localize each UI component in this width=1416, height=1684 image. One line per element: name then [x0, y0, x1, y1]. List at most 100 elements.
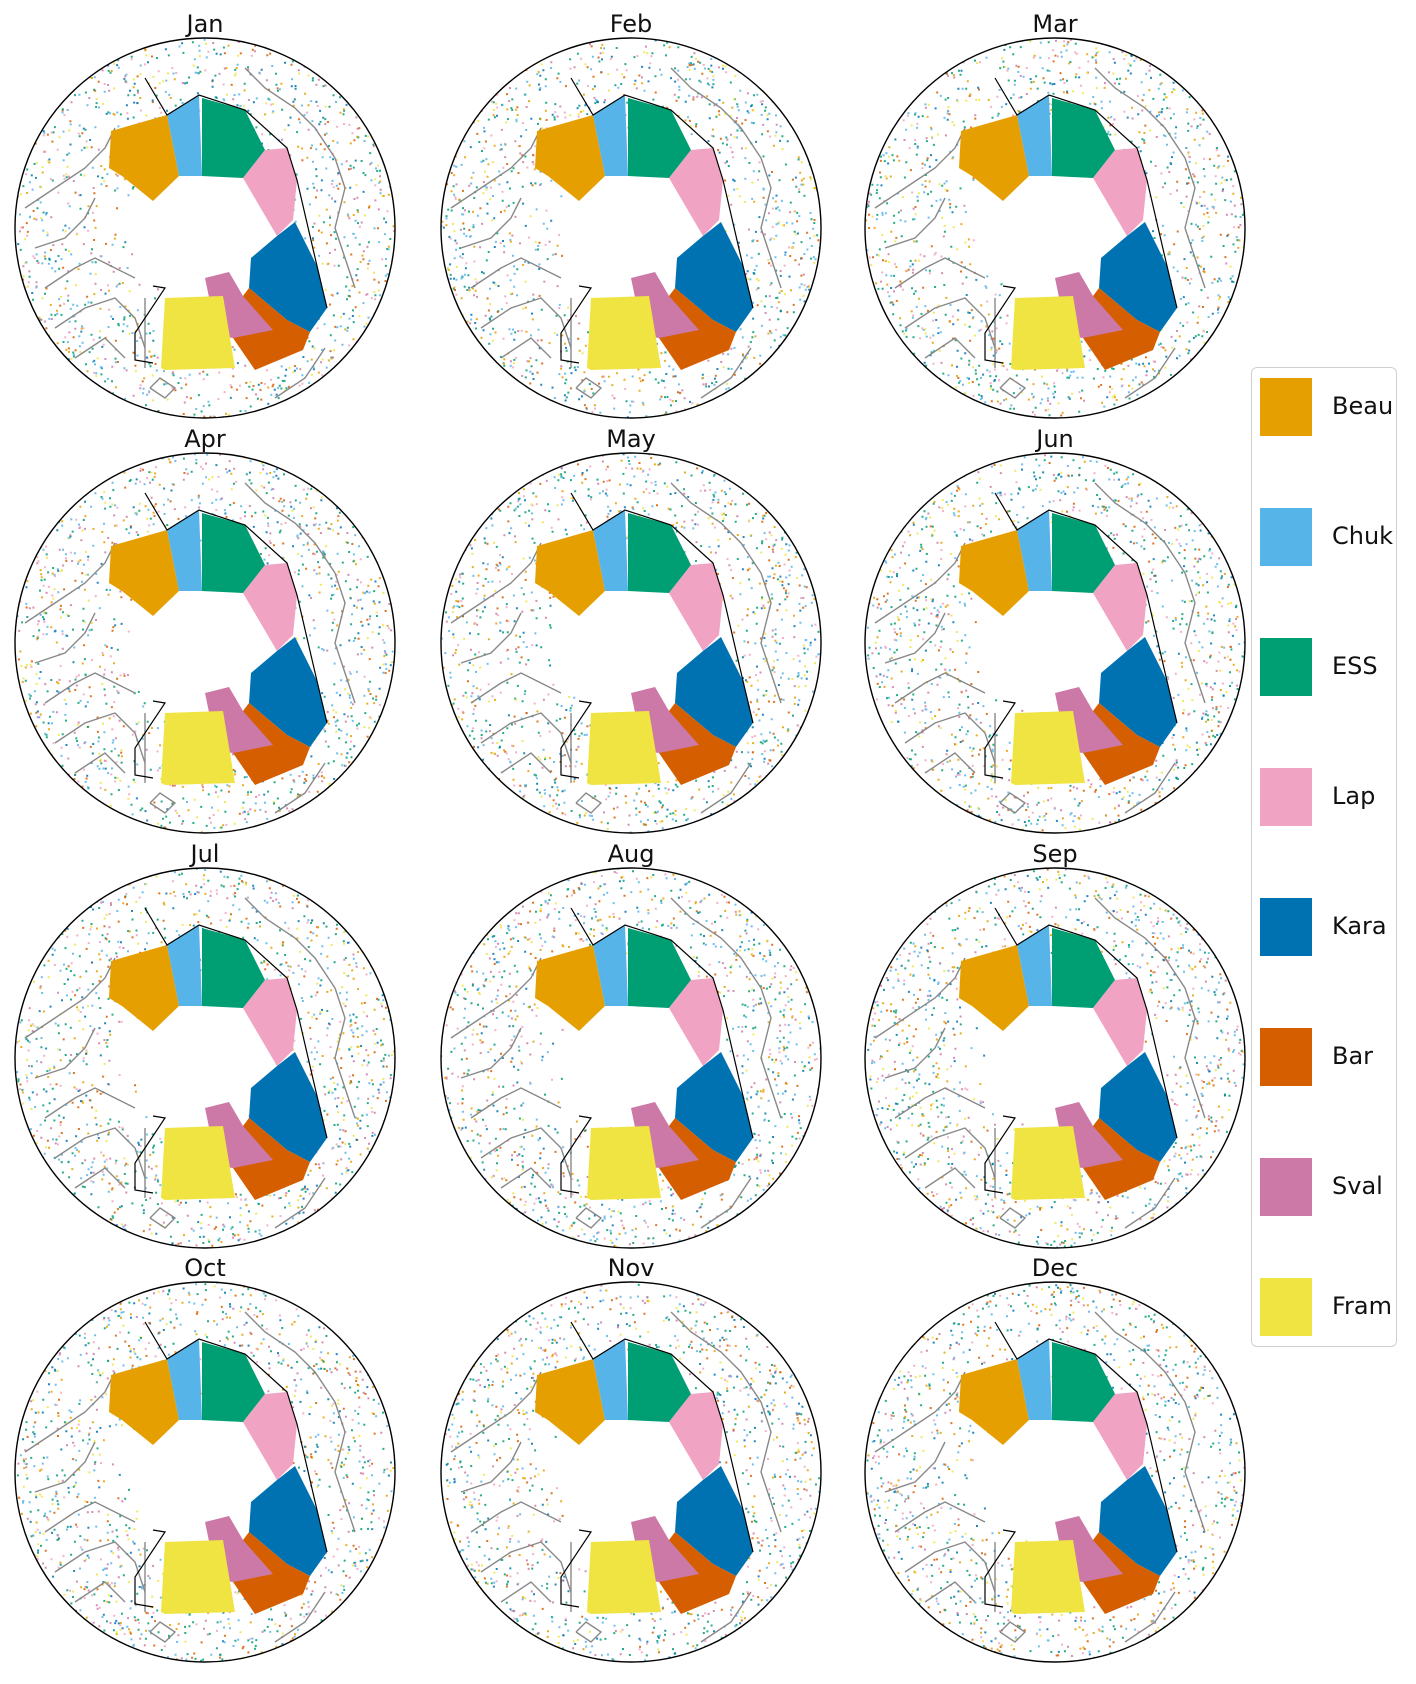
region-ess	[202, 1342, 265, 1422]
panel-title: Apr	[184, 425, 226, 453]
region-lap	[1093, 563, 1147, 651]
region-lap	[1093, 148, 1147, 236]
region-ess	[628, 98, 691, 178]
map-frame	[440, 867, 822, 1249]
legend-label-sval: Sval	[1332, 1172, 1383, 1200]
region-beau	[959, 115, 1029, 201]
map-content	[865, 1282, 1245, 1662]
region-kara	[675, 637, 753, 747]
region-boundaries	[144, 907, 328, 1139]
greenland-outline	[134, 700, 167, 779]
map-panel-jul: Jul	[14, 840, 396, 1249]
map-frame	[14, 1281, 396, 1663]
region-beau	[959, 1359, 1029, 1445]
region-polygons	[535, 1339, 753, 1614]
map-content	[15, 868, 395, 1248]
region-lap	[669, 978, 723, 1066]
map-frame	[440, 452, 822, 834]
region-ess	[1052, 1342, 1115, 1422]
map-frame	[14, 867, 396, 1249]
region-fram	[587, 1540, 661, 1614]
map-panel-may: May	[440, 425, 822, 834]
coastlines	[450, 1311, 782, 1643]
region-polygons	[109, 510, 327, 785]
region-kara	[1099, 1466, 1177, 1576]
legend-label-lap: Lap	[1332, 782, 1376, 810]
coastlines	[24, 482, 356, 814]
region-chuk	[593, 510, 628, 591]
region-kara	[675, 1466, 753, 1576]
region-boundaries	[994, 492, 1178, 724]
legend-item-kara: Kara	[1260, 898, 1390, 956]
region-boundaries	[994, 77, 1178, 309]
region-boundaries	[994, 907, 1178, 1139]
legend-label-ess: ESS	[1332, 652, 1378, 680]
region-kara	[1099, 222, 1177, 332]
map-frame	[864, 37, 1246, 419]
legend-swatch-kara	[1260, 898, 1312, 956]
greenland-outline	[984, 1115, 1017, 1194]
region-chuk	[167, 925, 202, 1006]
region-fram	[161, 296, 235, 370]
region-kara	[249, 222, 327, 332]
region-chuk	[167, 1339, 202, 1420]
region-fram	[161, 1540, 235, 1614]
legend-item-lap: Lap	[1260, 768, 1390, 826]
coastlines	[450, 67, 782, 399]
region-chuk	[593, 925, 628, 1006]
panel-title: Nov	[608, 1254, 655, 1282]
region-lap	[243, 563, 297, 651]
coastlines	[874, 1311, 1206, 1643]
map-frame	[440, 1281, 822, 1663]
region-chuk	[593, 1339, 628, 1420]
legend-label-fram: Fram	[1332, 1292, 1393, 1320]
map-panel-jan: Jan	[14, 10, 396, 419]
map-panel-nov: Nov	[440, 1254, 822, 1663]
region-ess	[1052, 98, 1115, 178]
greenland-outline	[134, 1529, 167, 1608]
map-content	[865, 453, 1245, 833]
region-fram	[1011, 1540, 1085, 1614]
region-boundaries	[570, 907, 754, 1139]
legend-item-ess: ESS	[1260, 638, 1390, 696]
legend-label-kara: Kara	[1332, 912, 1387, 940]
greenland-outline	[560, 285, 593, 364]
legend-label-chuk: Chuk	[1332, 522, 1394, 550]
map-content	[441, 1282, 821, 1662]
panel-title: Jul	[189, 840, 220, 868]
region-boundaries	[570, 1321, 754, 1553]
region-lap	[243, 148, 297, 236]
legend-swatch-fram	[1260, 1278, 1312, 1336]
region-kara	[675, 222, 753, 332]
region-ess	[1052, 928, 1115, 1008]
legend-swatch-sval	[1260, 1158, 1312, 1216]
region-chuk	[1017, 1339, 1052, 1420]
map-panel-jun: Jun	[864, 425, 1246, 834]
region-polygons	[535, 925, 753, 1200]
region-fram	[1011, 296, 1085, 370]
map-panel-sep: Sep	[864, 840, 1246, 1249]
region-ess	[202, 513, 265, 593]
region-chuk	[1017, 510, 1052, 591]
region-polygons	[959, 1339, 1177, 1614]
greenland-outline	[984, 285, 1017, 364]
region-boundaries	[570, 77, 754, 309]
region-fram	[587, 711, 661, 785]
region-polygons	[535, 510, 753, 785]
panel-title: Oct	[184, 1254, 226, 1282]
map-content	[15, 1282, 395, 1662]
region-chuk	[1017, 95, 1052, 176]
region-lap	[243, 1392, 297, 1480]
map-content	[865, 868, 1245, 1248]
region-beau	[959, 530, 1029, 616]
region-boundaries	[144, 77, 328, 309]
map-panel-dec: Dec	[864, 1254, 1246, 1663]
region-boundaries	[144, 1321, 328, 1553]
greenland-outline	[134, 285, 167, 364]
panel-title: Mar	[1032, 10, 1077, 38]
panel-title: Sep	[1032, 840, 1077, 868]
region-beau	[535, 1359, 605, 1445]
panel-title: May	[606, 425, 656, 453]
region-beau	[959, 945, 1029, 1031]
region-fram	[161, 711, 235, 785]
